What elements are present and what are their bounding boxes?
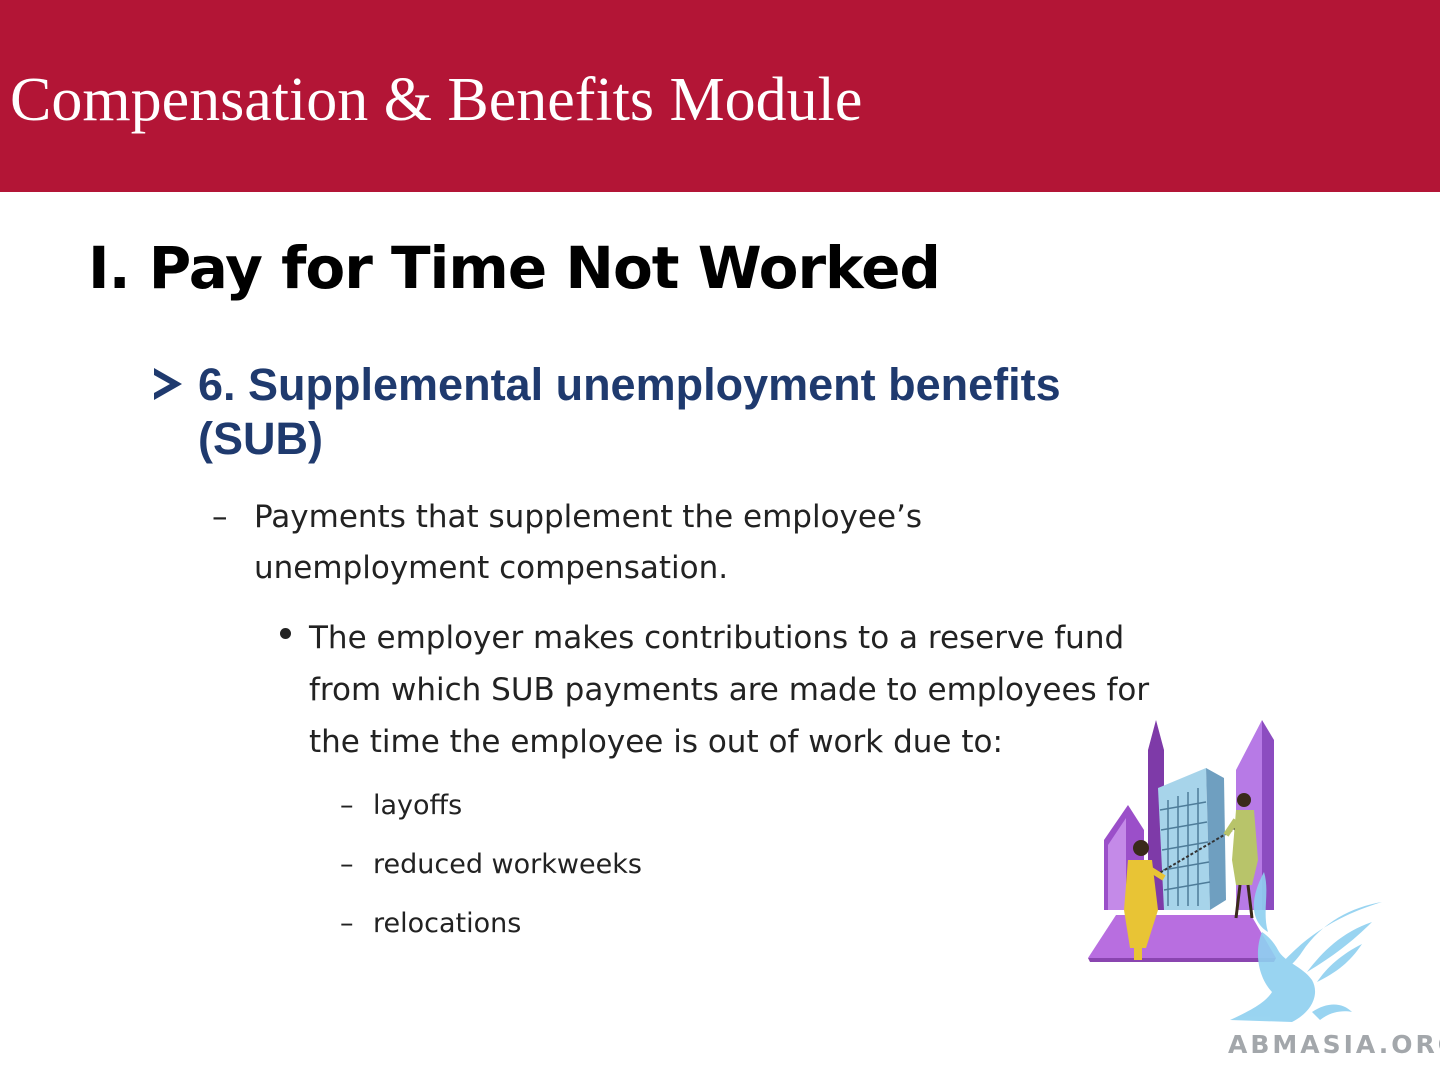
reason-item: relocations <box>373 908 522 939</box>
detail-line-1: The employer makes contributions to a re… <box>309 620 1125 656</box>
section-title: 6. Supplemental unemployment benefits (S… <box>198 359 1061 464</box>
reason-item: reduced workweeks <box>373 849 642 880</box>
header-band: Compensation & Benefits Module <box>0 0 1440 192</box>
dash-bullet: – <box>340 790 354 821</box>
detail-line-3: the time the employee is out of work due… <box>309 724 1003 760</box>
griffin-logo-icon <box>1230 872 1382 1022</box>
module-title: Compensation & Benefits Module <box>10 66 863 134</box>
dash-bullet: – <box>340 849 354 880</box>
definition-line-2: unemployment compensation. <box>254 550 729 586</box>
watermark-text: ABMASIA.ORG <box>1228 1030 1440 1059</box>
arrow-bullet-icon <box>154 368 182 400</box>
office-building-clipart-icon <box>1088 720 1276 962</box>
detail-line-2: from which SUB payments are made to empl… <box>309 672 1150 708</box>
slide-heading: I. Pay for Time Not Worked <box>88 234 941 302</box>
dash-bullet: – <box>340 908 354 939</box>
round-bullet <box>280 628 291 639</box>
dash-bullet: – <box>212 499 228 535</box>
definition-line-1: Payments that supplement the employee’s <box>254 499 923 535</box>
reason-item: layoffs <box>373 790 463 821</box>
